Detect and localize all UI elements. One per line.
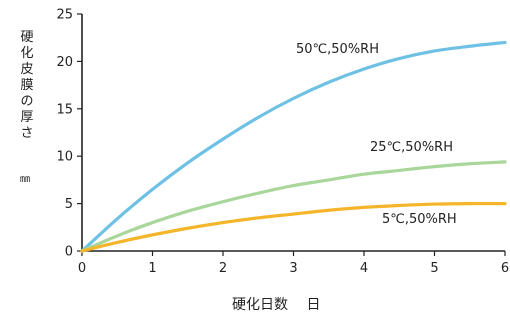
y-axis-label-char: 厚 xyxy=(20,110,34,125)
x-tick-label-4: 4 xyxy=(360,261,368,276)
y-tick-label-25: 25 xyxy=(56,8,73,23)
series-label-2: 25℃,50%RH xyxy=(370,140,453,155)
y-axis-unit: ㎜ xyxy=(20,174,30,185)
x-axis-label: 硬化日数 日 xyxy=(232,297,321,313)
y-tick-label-20: 20 xyxy=(56,55,73,70)
x-tick-label-1: 1 xyxy=(148,261,156,276)
y-axis-label-char: 皮 xyxy=(20,62,34,77)
y-axis-label-char: の xyxy=(20,94,34,109)
y-tick-label-0: 0 xyxy=(65,245,73,260)
series-line-2 xyxy=(80,160,507,253)
series-label-3: 5℃,50%RH xyxy=(382,212,457,227)
x-tick-label-3: 3 xyxy=(289,261,297,276)
y-axis-label-char: 膜 xyxy=(20,78,34,93)
y-axis-label-char: さ xyxy=(20,126,34,141)
x-tick-label-5: 5 xyxy=(430,261,438,276)
y-axis-label-char: 硬 xyxy=(20,30,34,45)
series-label-1: 50℃,50%RH xyxy=(296,42,379,57)
series-line-1 xyxy=(80,40,507,253)
y-tick-label-15: 15 xyxy=(56,102,73,117)
x-tick-label-6: 6 xyxy=(501,261,509,276)
y-axis-label-char: 化 xyxy=(20,46,34,61)
x-tick-label-0: 0 xyxy=(78,261,86,276)
y-tick-label-5: 5 xyxy=(65,197,73,212)
y-tick-label-10: 10 xyxy=(56,150,73,165)
series-line-3 xyxy=(80,201,507,253)
x-tick-label-2: 2 xyxy=(219,261,227,276)
